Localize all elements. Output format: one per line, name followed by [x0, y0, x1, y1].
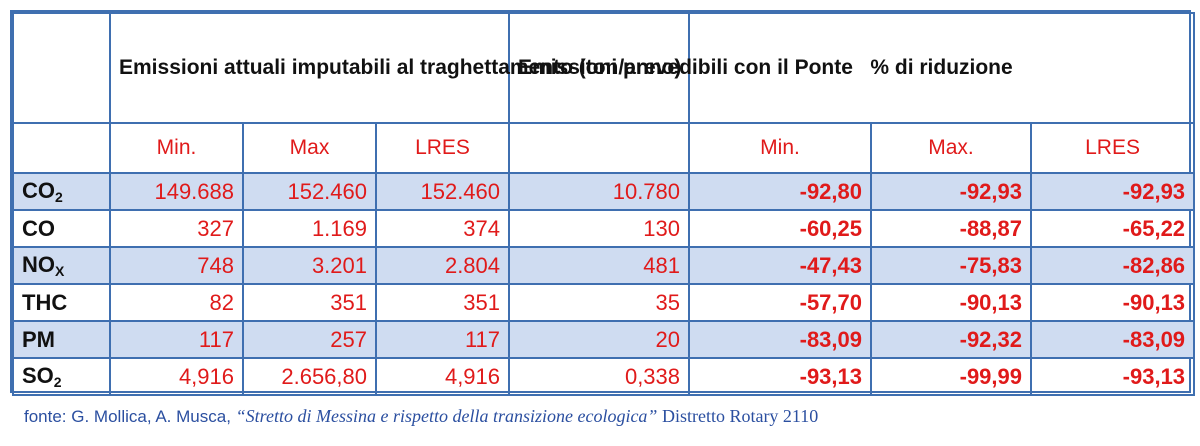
reduction-value-cell: -65,22 [1030, 209, 1196, 248]
header-predicted-emissions: Emissioni prevedibili con il Ponte [508, 12, 853, 124]
reduction-value-cell: -82,86 [1030, 246, 1196, 285]
subheader-min: Min. [109, 122, 244, 174]
pollutant-label: CO [12, 209, 111, 248]
emission-value-cell: 0,338 [508, 357, 691, 396]
reduction-value-cell: -92,32 [870, 320, 1033, 359]
reduction-value-cell: -90,13 [870, 283, 1033, 322]
emission-value-cell: 351 [374, 283, 511, 322]
subheader-pct-lres: LRES [1030, 122, 1196, 174]
reduction-value-cell: -99,99 [870, 357, 1033, 396]
emission-value-cell: 82 [109, 283, 244, 322]
pollutant-label: THC [12, 283, 111, 322]
pollutant-label: NOX [12, 246, 111, 285]
subheader-pct-min: Min. [688, 122, 873, 174]
reduction-value-cell: -93,13 [1030, 357, 1196, 396]
subheader-lres: LRES [374, 122, 511, 174]
subheader-max: Max [242, 122, 377, 174]
reduction-value-cell: -92,93 [870, 172, 1033, 211]
emission-value-cell: 152.460 [374, 172, 511, 211]
subheader-pct-max: Max. [870, 122, 1033, 174]
reduction-value-cell: -47,43 [688, 246, 873, 285]
table-row: CO 327 1.169 374 130 -60,25 -88,87 -65,22 [12, 209, 1196, 248]
header-current-emissions: Emissioni attuali imputabili al traghett… [108, 12, 681, 124]
table-subheader-row: Min. Max LRES Min. Max. LRES [12, 122, 1196, 174]
emission-value-cell: 481 [508, 246, 691, 285]
reduction-value-cell: -83,09 [1030, 320, 1196, 359]
pollutant-label: CO2 [12, 172, 111, 211]
emission-value-cell: 4,916 [374, 357, 511, 396]
emission-value-cell: 35 [508, 283, 691, 322]
emission-value-cell: 2.804 [374, 246, 511, 285]
header-corner [12, 12, 111, 124]
emissions-table: Emissioni attuali imputabili al traghett… [12, 12, 1196, 396]
emission-value-cell: 20 [508, 320, 691, 359]
emission-value-cell: 374 [374, 209, 511, 248]
emission-value-cell: 152.460 [242, 172, 377, 211]
source-caption: fonte: G. Mollica, A. Musca, “Stretto di… [24, 406, 818, 427]
reduction-value-cell: -93,13 [688, 357, 873, 396]
emission-value-cell: 117 [109, 320, 244, 359]
table-row: SO2 4,916 2.656,80 4,916 0,338 -93,13 -99,99 -9… [12, 357, 1196, 396]
table-row: CO2 149.688 152.460 152.460 10.780 -92,80 -92,… [12, 172, 1196, 211]
subheader-corner [12, 122, 111, 174]
emission-value-cell: 149.688 [109, 172, 244, 211]
pollutant-label: SO2 [12, 357, 111, 396]
pollutant-label: PM [12, 320, 111, 359]
emission-value-cell: 4,916 [109, 357, 244, 396]
emission-value-cell: 257 [242, 320, 377, 359]
emission-value-cell: 10.780 [508, 172, 691, 211]
emission-value-cell: 1.169 [242, 209, 377, 248]
subheader-blank [508, 122, 691, 174]
emission-value-cell: 2.656,80 [242, 357, 377, 396]
reduction-value-cell: -57,70 [688, 283, 873, 322]
table-row: NOX 748 3.201 2.804 481 -47,43 -75,83 -82,86 [12, 246, 1196, 285]
emission-value-cell: 130 [508, 209, 691, 248]
reduction-value-cell: -90,13 [1030, 283, 1196, 322]
reduction-value-cell: -75,83 [870, 246, 1033, 285]
table-row: PM 117 257 117 20 -83,09 -92,32 -83,09 [12, 320, 1196, 359]
reduction-value-cell: -88,87 [870, 209, 1033, 248]
reduction-value-cell: -92,80 [688, 172, 873, 211]
reduction-value-cell: -92,93 [1030, 172, 1196, 211]
reduction-value-cell: -60,25 [688, 209, 873, 248]
source-prefix: fonte: G. Mollica, A. Musca, [24, 407, 236, 426]
emission-value-cell: 748 [109, 246, 244, 285]
emissions-table-frame: Emissioni attuali imputabili al traghett… [10, 10, 1196, 396]
source-title: “Stretto di Messina e rispetto della tra… [235, 406, 658, 426]
header-reduction: % di riduzione [688, 12, 1196, 124]
emission-value-cell: 351 [242, 283, 377, 322]
emission-value-cell: 117 [374, 320, 511, 359]
reduction-value-cell: -83,09 [688, 320, 873, 359]
table-row: THC 82 351 351 35 -57,70 -90,13 -90,13 [12, 283, 1196, 322]
source-suffix: Distretto Rotary 2110 [657, 406, 819, 426]
emission-value-cell: 3.201 [242, 246, 377, 285]
emission-value-cell: 327 [109, 209, 244, 248]
table-header-row: Emissioni attuali imputabili al traghett… [12, 12, 1196, 124]
